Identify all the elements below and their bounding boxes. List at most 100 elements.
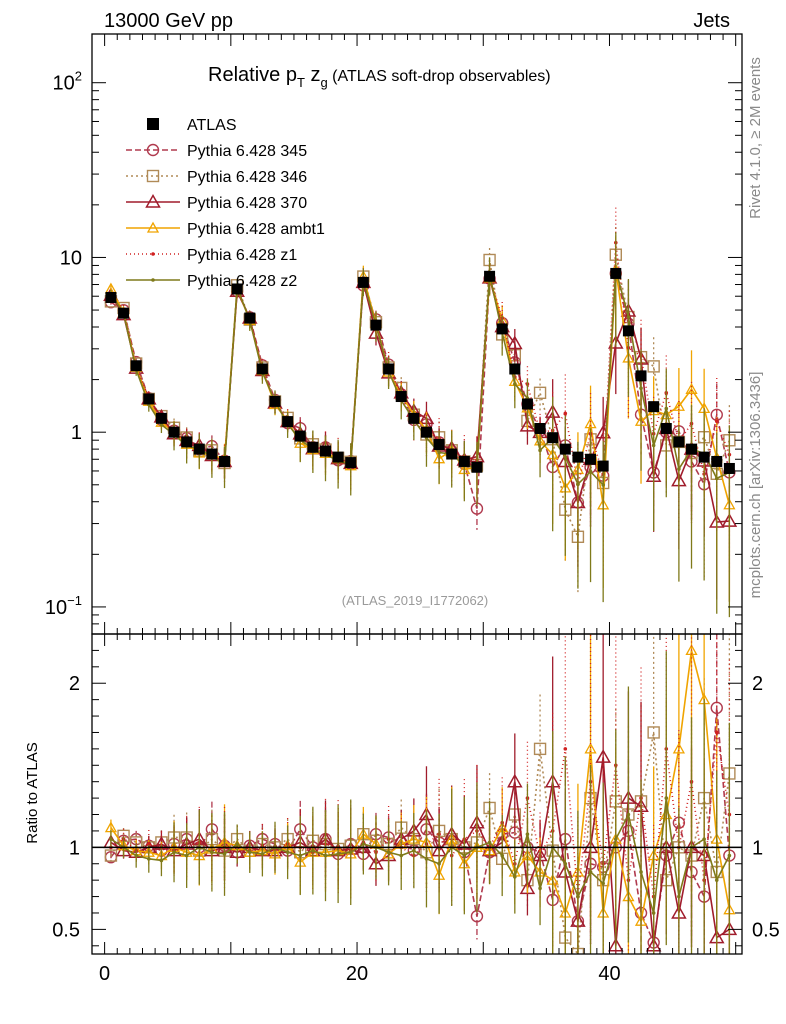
ratio-point [348,850,353,855]
ratio-point [507,773,523,788]
data-point [538,448,542,453]
data-point [651,443,656,448]
ratio-point [487,840,492,845]
atlas-point [319,445,331,457]
ratio-point [235,842,239,846]
atlas-point [395,391,407,403]
ratio-point [584,742,597,754]
ratio-point [533,742,547,756]
main-panel-data [103,207,738,618]
data-point [588,469,593,474]
header-right: Jets [693,10,730,32]
data-point [626,315,631,319]
atlas-point [155,412,167,424]
atlas-point [509,363,521,375]
atlas-point [585,453,597,465]
legend-marker [146,169,160,183]
atlas-point [269,395,281,407]
data-point [601,483,605,487]
ratio-point [412,848,416,853]
ratio-series-line [110,732,731,897]
ratio-series-line [110,707,731,946]
atlas-point [244,312,256,324]
series-pythia-6-428-ambt1 [104,237,736,602]
legend-marker [146,143,160,157]
atlas-point [206,448,218,460]
y-tick-base: 10 [53,73,75,95]
atlas-point [332,451,344,463]
ratio-point [311,848,315,853]
atlas-point [698,451,710,463]
ratio-point [323,853,328,858]
ratio-point [210,850,214,855]
data-point [513,382,517,386]
atlas-point [408,412,420,424]
y-tick-label: 102 [53,69,82,95]
atlas-point [521,398,533,410]
data-point [714,419,719,423]
ratio-tick-label-right: 0.5 [752,919,780,941]
atlas-point [168,426,180,438]
ratio-point [399,853,404,858]
x-tick-label: 40 [598,963,620,985]
legend-label: Pythia 6.428 z2 [187,273,297,290]
ratio-point [519,880,536,895]
ratio-series-line [110,798,731,914]
ratio-point [222,852,227,856]
atlas-point [458,455,470,467]
ratio-point [613,837,618,841]
side-label-rivet: Rivet 4.1.0, ≥ 2M events [747,57,764,219]
atlas-point [648,401,660,413]
y-tick-exponent: −1 [67,593,82,608]
ratio-point [172,850,176,855]
ratio-point [462,853,467,858]
atlas-point [231,283,243,295]
ratio-point [260,852,265,856]
ratio-series-pythia-6-428-ambt1 [104,634,736,954]
ratio-point [639,870,643,874]
ratio-point [727,853,732,858]
atlas-point [622,325,634,337]
ratio-point [588,870,593,874]
ratio-series-pythia-6-428-z1 [109,634,732,954]
ratio-point [146,857,151,861]
ratio-point [184,853,189,858]
ratio-tick-label-right: 1 [752,837,763,859]
atlas-point [143,393,155,405]
ratio-point [247,850,252,855]
reference-label: (ATLAS_2019_I1772062) [342,593,488,608]
ratio-point [513,875,517,879]
atlas-point [345,457,357,469]
atlas-point [610,267,622,279]
atlas-point [118,307,130,319]
ratio-point [626,812,631,817]
atlas-point [193,443,205,455]
legend-label: Pythia 6.428 z1 [187,247,297,264]
ratio-point [651,911,656,915]
ratio-point [424,857,429,861]
data-point [576,482,580,486]
data-point [563,455,568,459]
y-tick-label: 10 [60,247,82,269]
ratio-point [601,881,605,886]
legend-label: Pythia 6.428 346 [187,169,307,186]
series-atlas [105,267,735,474]
atlas-point [181,436,193,448]
legend-label: Pythia 6.428 ambt1 [187,221,325,238]
x-tick-label: 0 [99,963,110,985]
data-point [563,411,568,416]
atlas-point [534,422,546,434]
legend-marker [151,252,155,256]
side-label-mcplots: mcplots.cern.ch [arXiv:1306.3436] [747,372,764,599]
ratio-point [576,894,580,899]
ratio-point [664,796,669,800]
data-point [519,417,536,432]
ratio-point [608,937,624,952]
ratio-point [563,861,568,866]
atlas-point [294,430,306,442]
atlas-point [484,270,496,282]
atlas-point [282,416,294,428]
series-line [110,273,731,509]
